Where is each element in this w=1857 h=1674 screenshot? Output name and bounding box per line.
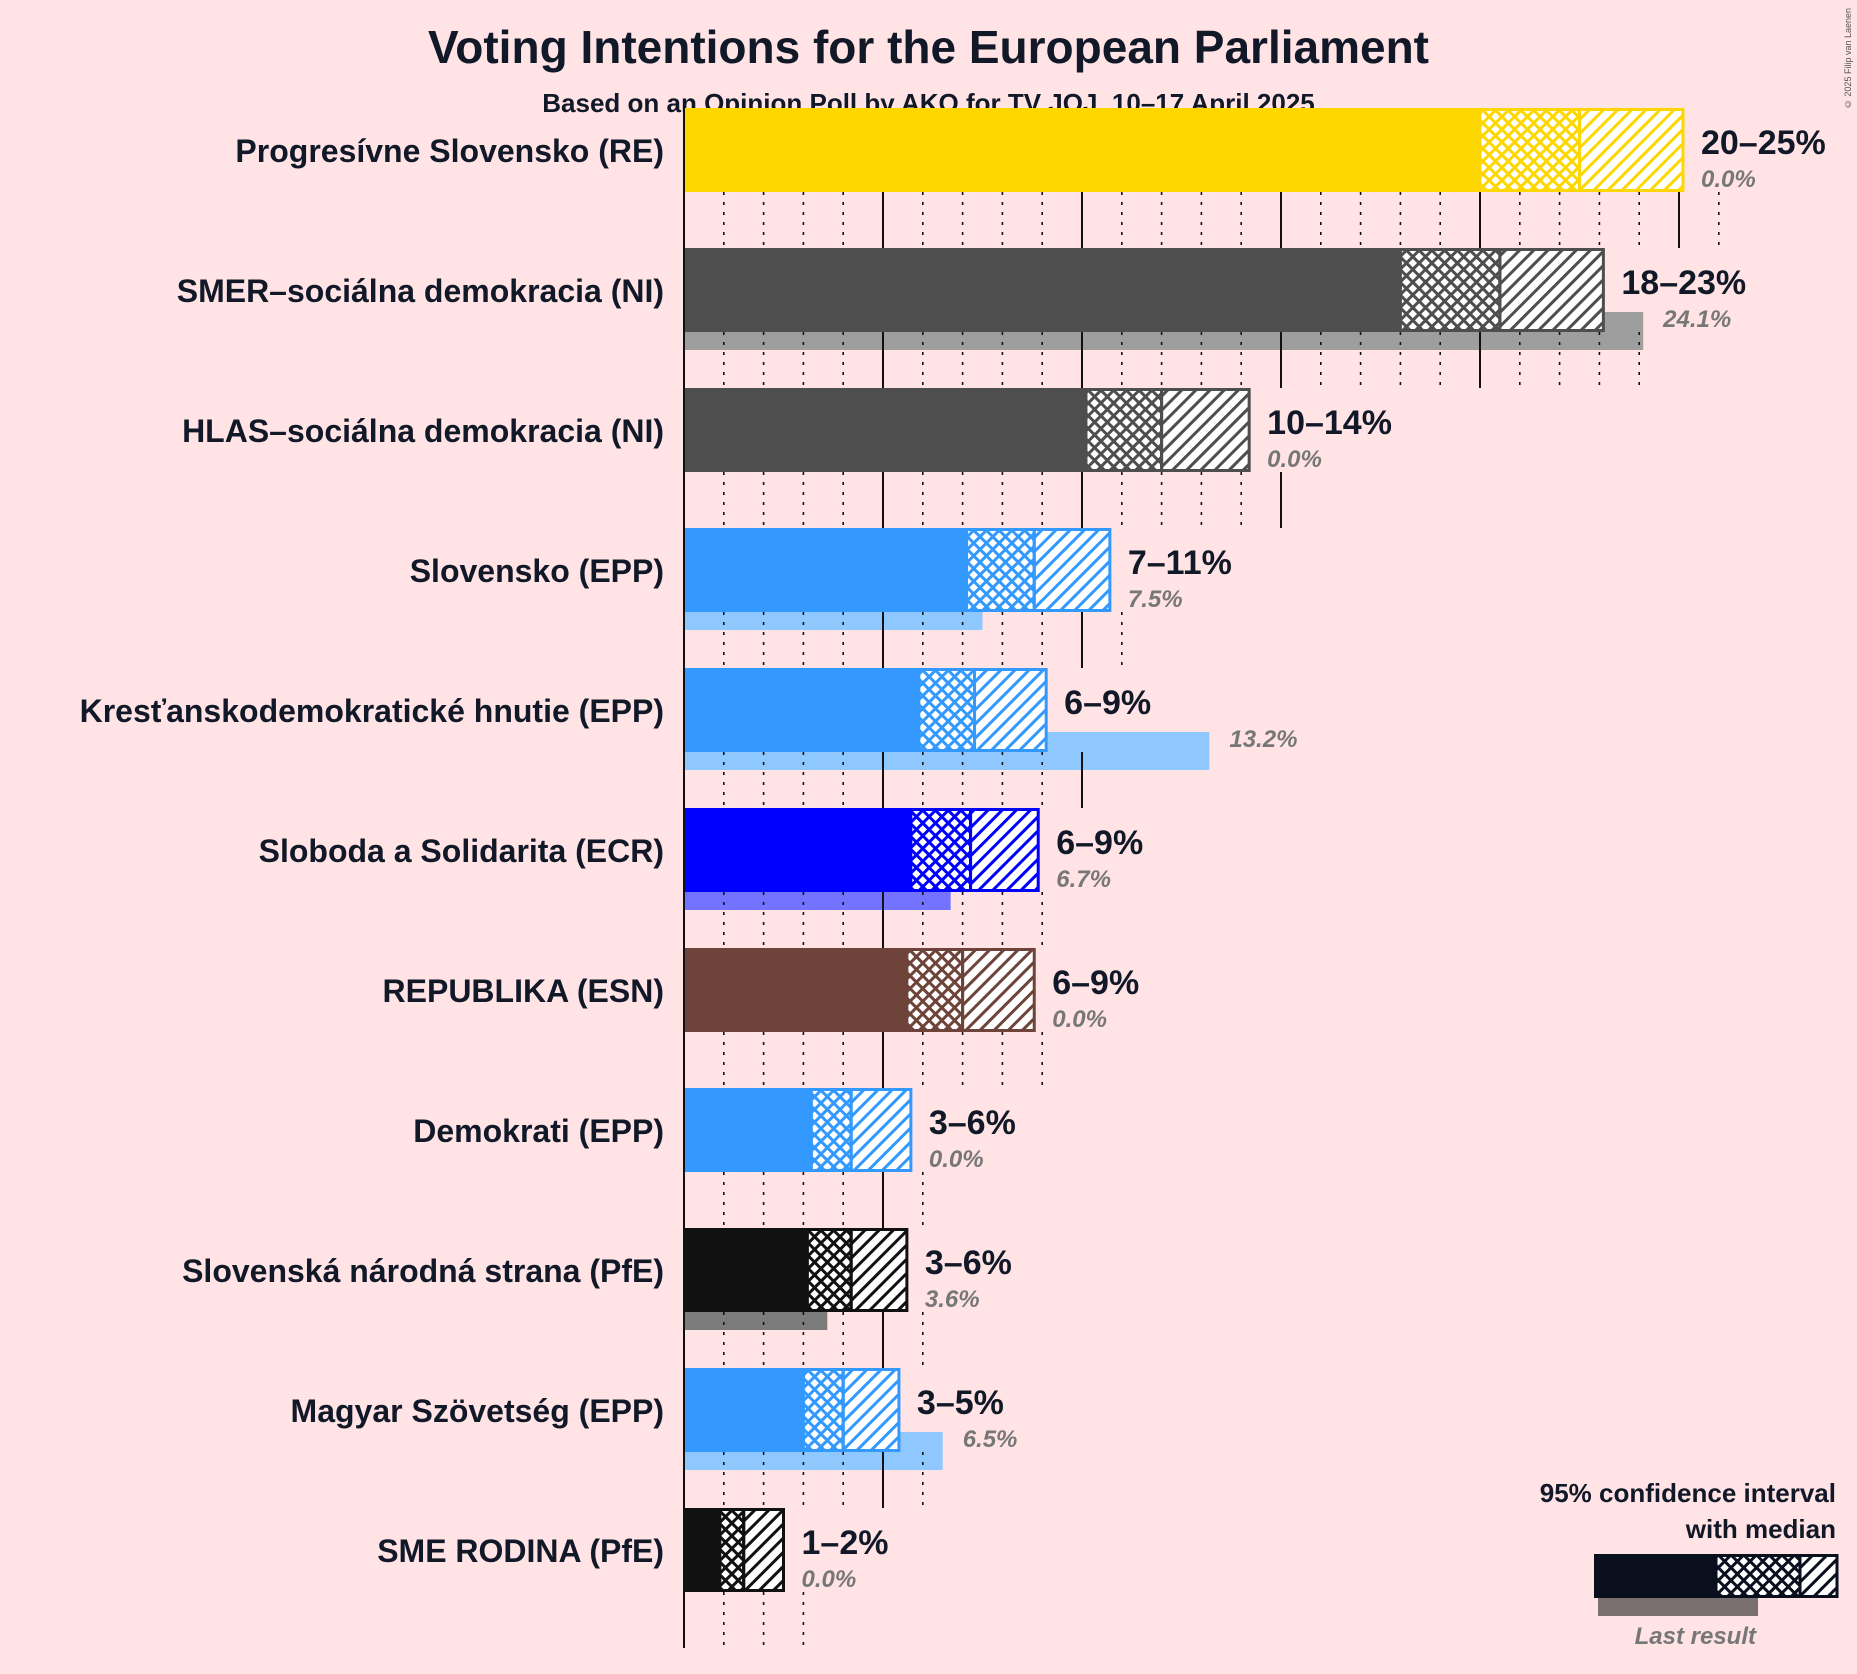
grid-layer <box>683 106 1720 1648</box>
party-label: Demokrati (EPP) <box>413 1113 664 1149</box>
last-result-label: 7.5% <box>1128 586 1183 613</box>
ci-upper-half <box>849 1088 913 1172</box>
last-result-label: 6.5% <box>963 1426 1018 1453</box>
party-label: HLAS–sociálna demokracia (NI) <box>182 413 664 449</box>
ci-layer <box>718 108 1685 1592</box>
bar-solid <box>684 1368 804 1452</box>
bar-solid <box>684 1088 812 1172</box>
chart-title: Voting Intentions for the European Parli… <box>428 21 1429 73</box>
bar-solid <box>684 948 907 1032</box>
legend-last-result-label: Last result <box>1635 1623 1757 1650</box>
range-label: 7–11% <box>1128 544 1232 582</box>
bar-solid <box>684 1228 808 1312</box>
ci-upper-half <box>841 1368 901 1452</box>
ci-upper-half <box>1578 108 1685 192</box>
ci-lower-half <box>965 528 1036 612</box>
ci-lower-half <box>905 948 965 1032</box>
party-label: Progresívne Slovensko (RE) <box>235 133 664 169</box>
bar-solid <box>684 1508 720 1592</box>
last-result-label: 24.1% <box>1662 306 1731 333</box>
last-result-label: 3.6% <box>925 1286 980 1313</box>
legend-ci-upper-swatch <box>1798 1554 1839 1598</box>
labels-layer: Progresívne Slovensko (RE) 20–25% 0.0% SMER… <box>80 124 1826 1593</box>
party-label: REPUBLIKA (ESN) <box>383 973 664 1009</box>
bar-solid <box>684 808 911 892</box>
party-label: Slovensko (EPP) <box>410 553 664 589</box>
last-result-label: 0.0% <box>1267 446 1322 473</box>
ci-upper-half <box>1032 528 1112 612</box>
last-result-label: 0.0% <box>1052 1006 1107 1033</box>
ci-upper-half <box>969 808 1040 892</box>
range-label: 3–6% <box>929 1104 1016 1142</box>
legend-ci-lower-swatch <box>1714 1554 1802 1598</box>
range-label: 20–25% <box>1701 124 1826 162</box>
last-result-label: 6.7% <box>1056 866 1111 893</box>
ci-lower-half <box>1084 388 1164 472</box>
last-result-label: 0.0% <box>802 1566 857 1593</box>
legend-line-2: with median <box>1685 1514 1836 1544</box>
legend: 95% confidence interval with median Last r… <box>1540 1478 1839 1650</box>
range-label: 3–5% <box>917 1384 1004 1422</box>
bar-solid <box>684 248 1401 332</box>
last-result-label: 13.2% <box>1229 726 1297 753</box>
range-label: 6–9% <box>1056 824 1143 862</box>
bar-solid <box>684 388 1086 472</box>
ci-lower-half <box>909 808 973 892</box>
last-result-label: 0.0% <box>1701 166 1756 193</box>
range-label: 3–6% <box>925 1244 1012 1282</box>
range-label: 18–23% <box>1621 264 1746 302</box>
ci-lower-half <box>805 1228 853 1312</box>
ci-upper-half <box>1160 388 1251 472</box>
range-label: 10–14% <box>1267 404 1392 442</box>
last-result-label: 0.0% <box>929 1146 984 1173</box>
ci-upper-half <box>849 1228 909 1312</box>
bar-solid <box>684 528 967 612</box>
party-label: Slovenská národná strana (PfE) <box>182 1253 664 1289</box>
ci-upper-half <box>1498 248 1605 332</box>
ci-upper-half <box>973 668 1048 752</box>
party-label: SME RODINA (PfE) <box>377 1533 664 1569</box>
range-label: 1–2% <box>802 1524 889 1562</box>
party-label: Magyar Szövetség (EPP) <box>291 1393 664 1429</box>
party-label: Sloboda a Solidarita (ECR) <box>259 833 664 869</box>
ci-upper-half <box>961 948 1036 1032</box>
bar-solid <box>684 668 919 752</box>
ci-lower-half <box>1398 248 1502 332</box>
ci-lower-half <box>718 1508 746 1592</box>
range-label: 6–9% <box>1064 684 1151 722</box>
ci-lower-half <box>1478 108 1581 192</box>
range-label: 6–9% <box>1052 964 1139 1002</box>
bar-solid <box>684 108 1480 192</box>
ci-lower-half <box>809 1088 853 1172</box>
legend-line-1: 95% confidence interval <box>1540 1478 1836 1508</box>
party-label: Kresťanskodemokratické hnutie (EPP) <box>80 693 664 729</box>
ci-lower-half <box>917 668 977 752</box>
legend-solid-swatch <box>1594 1554 1716 1598</box>
party-label: SMER–sociálna demokracia (NI) <box>177 273 664 309</box>
ci-lower-half <box>801 1368 845 1452</box>
ci-upper-half <box>742 1508 786 1592</box>
